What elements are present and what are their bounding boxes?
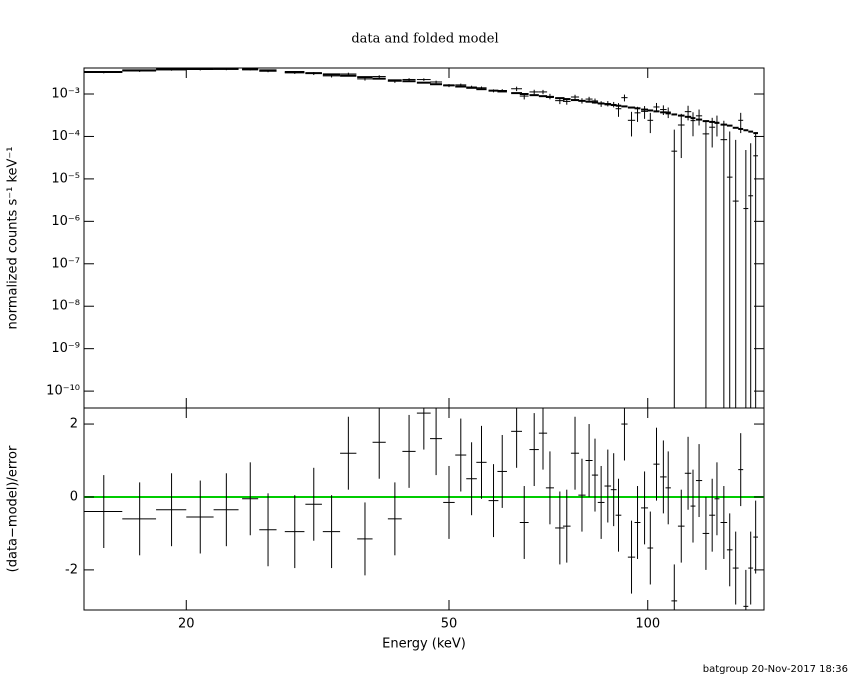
y-tick-label: 0 bbox=[70, 489, 78, 504]
y-tick-label: 10⁻⁹ bbox=[51, 341, 80, 356]
y-tick-label: -2 bbox=[65, 562, 78, 577]
y-tick-label: 2 bbox=[70, 417, 78, 432]
y-tick-label: 10⁻⁸ bbox=[51, 299, 80, 314]
top-frame bbox=[83, 67, 765, 409]
footer: batgroup 20-Nov-2017 18:36 bbox=[703, 664, 848, 675]
top-plot bbox=[84, 68, 759, 408]
y-tick-label: 10⁻⁴ bbox=[51, 129, 80, 144]
y-axis-label: (data−model)/error bbox=[6, 445, 21, 572]
y-tick-label: 10⁻⁷ bbox=[51, 256, 80, 271]
y-tick-label: 10⁻⁵ bbox=[51, 171, 80, 186]
chart-title: data and folded model bbox=[351, 32, 498, 47]
bottom-plot bbox=[84, 408, 764, 610]
x-tick-label: 50 bbox=[441, 617, 458, 632]
y-tick-label: 10⁻¹⁰ bbox=[46, 384, 80, 399]
x-axis-label: Energy (keV) bbox=[382, 637, 466, 652]
y-tick-label: 10⁻⁶ bbox=[51, 214, 80, 229]
y-axis-label: normalized counts s⁻¹ keV⁻¹ bbox=[6, 147, 21, 330]
x-tick-label: 20 bbox=[178, 617, 195, 632]
x-tick-label: 100 bbox=[635, 617, 660, 632]
y-tick-label: 10⁻³ bbox=[51, 87, 80, 102]
